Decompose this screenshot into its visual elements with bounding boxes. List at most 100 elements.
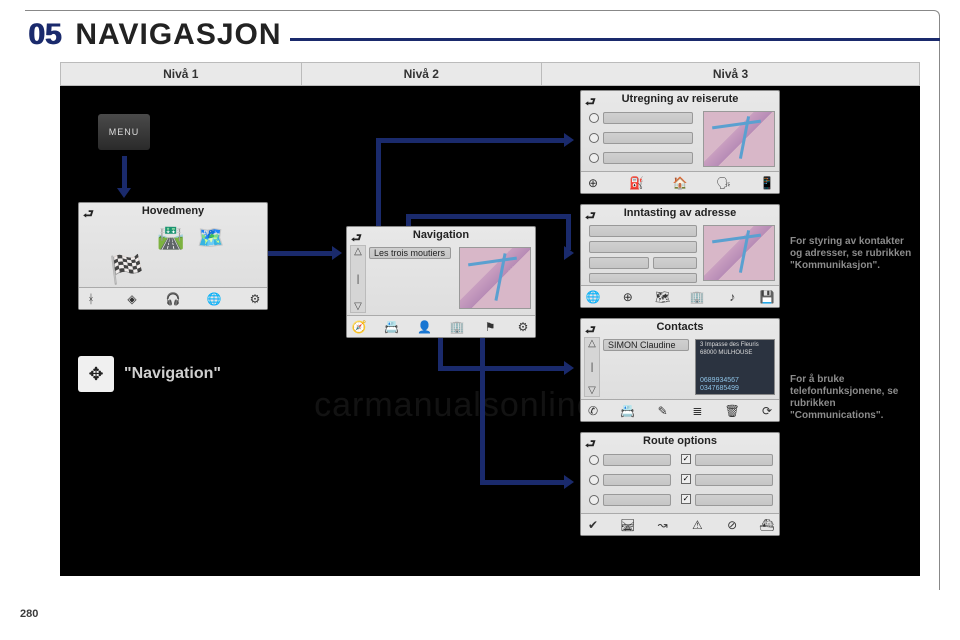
option-field[interactable] [695, 454, 773, 466]
option-field[interactable] [603, 132, 693, 144]
gear-icon[interactable]: ⚙ [514, 319, 532, 335]
contacts-icon[interactable]: 📇 [619, 403, 637, 419]
arrow [566, 214, 571, 250]
contacts-panel[interactable]: ⮐ Contacts △|▽ SIMON Claudine 3 Impasse … [580, 318, 780, 422]
list-icon[interactable]: ≣ [688, 403, 706, 419]
address-icon[interactable]: 📇 [383, 319, 401, 335]
hovedmeny-panel[interactable]: ⮐ Hovedmeny 🛣️ 🗺️ 🏁 ᚼ ◈ 🎧 🌐 ⚙ [78, 202, 268, 310]
warning-icon[interactable]: ⚠ [688, 517, 706, 533]
option-field[interactable] [603, 152, 693, 164]
checkbox[interactable]: ✓ [681, 454, 691, 464]
traffic-icon[interactable]: 🛣️ [157, 225, 184, 251]
address-field[interactable] [653, 257, 697, 269]
option-field[interactable] [603, 474, 671, 486]
address-field[interactable] [589, 273, 697, 283]
compass-icon[interactable]: ◈ [123, 291, 141, 307]
adresse-panel[interactable]: ⮐ Inntasting av adresse 🌐 ⊕ 🗺 🏢 ♪ 💾 [580, 204, 780, 308]
route-options-panel[interactable]: ⮐ Route options ✓ ✓ ✓ ✔ 🛤 ↝ ⚠ ⊘ ⛴ [580, 432, 780, 536]
arrow-head [332, 246, 342, 260]
checkbox[interactable]: ✓ [681, 474, 691, 484]
level-header-table: Nivå 1 Nivå 2 Nivå 3 [60, 62, 920, 86]
radio-option[interactable] [589, 133, 599, 143]
sync-icon[interactable]: ⟳ [758, 403, 776, 419]
navigation-panel[interactable]: ⮐ Navigation △|▽ Les trois moutiers 🧭 📇 … [346, 226, 536, 338]
arrow-head [564, 133, 574, 147]
navigation-toolbar: 🧭 📇 👤 🏢 ⚑ ⚙ [347, 315, 535, 337]
radio-option[interactable] [589, 113, 599, 123]
gear-icon[interactable]: ⚙ [246, 291, 264, 307]
confirm-icon[interactable]: ✔ [584, 517, 602, 533]
arrow [480, 480, 566, 485]
header-rule [290, 38, 940, 41]
hovedmeny-title: Hovedmeny [79, 205, 267, 217]
navigation-title: Navigation [347, 229, 535, 241]
scroll-bar[interactable]: △|▽ [584, 337, 600, 397]
note-adresse: For styring av kontakter og adresser, se… [790, 236, 914, 272]
phone-icon[interactable]: ✆ [584, 403, 602, 419]
utregning-toolbar: ⊕ ⛽ 🏠 🗣 📱 [581, 171, 779, 193]
arrow [480, 338, 485, 482]
adresse-toolbar: 🌐 ⊕ 🗺 🏢 ♪ 💾 [581, 285, 779, 307]
arrow [376, 138, 566, 143]
section-number: 05 [28, 18, 61, 52]
option-field[interactable] [695, 494, 773, 506]
scroll-bar[interactable]: △|▽ [350, 245, 366, 313]
diagram-canvas: carmanualsonline.info MENU ⮐ Hovedmeny 🛣… [60, 86, 920, 576]
globe-icon[interactable]: 🌐 [205, 291, 223, 307]
globe-icon[interactable]: 🌐 [584, 289, 602, 305]
nav-flag-icon[interactable]: 🏁 [109, 253, 144, 286]
center-icon[interactable]: ⊕ [619, 289, 637, 305]
address-field[interactable] [589, 241, 697, 253]
bluetooth-icon[interactable]: ᚼ [82, 291, 100, 307]
route-toolbar: ✔ 🛤 ↝ ⚠ ⊘ ⛴ [581, 513, 779, 535]
voice-icon[interactable]: 🗣 [715, 175, 733, 191]
checkbox[interactable]: ✓ [681, 494, 691, 504]
music-icon[interactable]: ♪ [723, 289, 741, 305]
option-field[interactable] [603, 454, 671, 466]
radio-option[interactable] [589, 475, 599, 485]
arrow [406, 214, 566, 219]
address-field[interactable] [589, 225, 697, 237]
flag-icon[interactable]: ⚑ [481, 319, 499, 335]
note-contacts: For å bruke telefonfunksjonene, se rubri… [790, 374, 914, 422]
building-icon[interactable]: 🏢 [688, 289, 706, 305]
delete-icon[interactable]: 🗑 [723, 403, 741, 419]
phone-icon[interactable]: 📱 [758, 175, 776, 191]
detour-icon[interactable]: ↝ [654, 517, 672, 533]
utregning-title: Utregning av reiserute [581, 93, 779, 105]
toll-icon[interactable]: ⊘ [723, 517, 741, 533]
radio-option[interactable] [589, 495, 599, 505]
contacts-icon[interactable]: 👤 [416, 319, 434, 335]
option-field[interactable] [603, 494, 671, 506]
contacts-toolbar: ✆ 📇 ✎ ≣ 🗑 ⟳ [581, 399, 779, 421]
arrow-head [564, 361, 574, 375]
fuel-icon[interactable]: ⛽ [628, 175, 646, 191]
navigation-label: ✥ "Navigation" [78, 356, 221, 392]
center-icon[interactable]: ⊕ [584, 175, 602, 191]
menu-button[interactable]: MENU [98, 114, 150, 150]
home-icon[interactable]: 🏠 [671, 175, 689, 191]
headphones-icon[interactable]: 🎧 [164, 291, 182, 307]
poi-icon[interactable]: 🗺 [654, 289, 672, 305]
option-field[interactable] [603, 112, 693, 124]
ferry-icon[interactable]: ⛴ [758, 517, 776, 533]
edit-icon[interactable]: ✎ [654, 403, 672, 419]
contact-phone-2: 0347685499 [700, 385, 739, 392]
utregning-panel[interactable]: ⮐ Utregning av reiserute ⊕ ⛽ 🏠 🗣 📱 [580, 90, 780, 194]
arrow-head [564, 246, 574, 260]
option-field[interactable] [695, 474, 773, 486]
radio-option[interactable] [589, 153, 599, 163]
col-niva-2: Nivå 2 [301, 63, 542, 86]
poi-icon[interactable]: 🏢 [448, 319, 466, 335]
navigation-item[interactable]: Les trois moutiers [369, 247, 451, 259]
contact-city: 68000 MULHOUSE [700, 350, 752, 356]
save-icon[interactable]: 💾 [758, 289, 776, 305]
map-icon[interactable]: 🗺️ [197, 225, 224, 251]
radio-option[interactable] [589, 455, 599, 465]
map-thumbnail [459, 247, 531, 309]
col-niva-3: Nivå 3 [542, 63, 920, 86]
route-icon[interactable]: 🧭 [350, 319, 368, 335]
address-field[interactable] [589, 257, 649, 269]
route-icon[interactable]: 🛤 [619, 517, 637, 533]
contact-item[interactable]: SIMON Claudine [603, 339, 689, 351]
